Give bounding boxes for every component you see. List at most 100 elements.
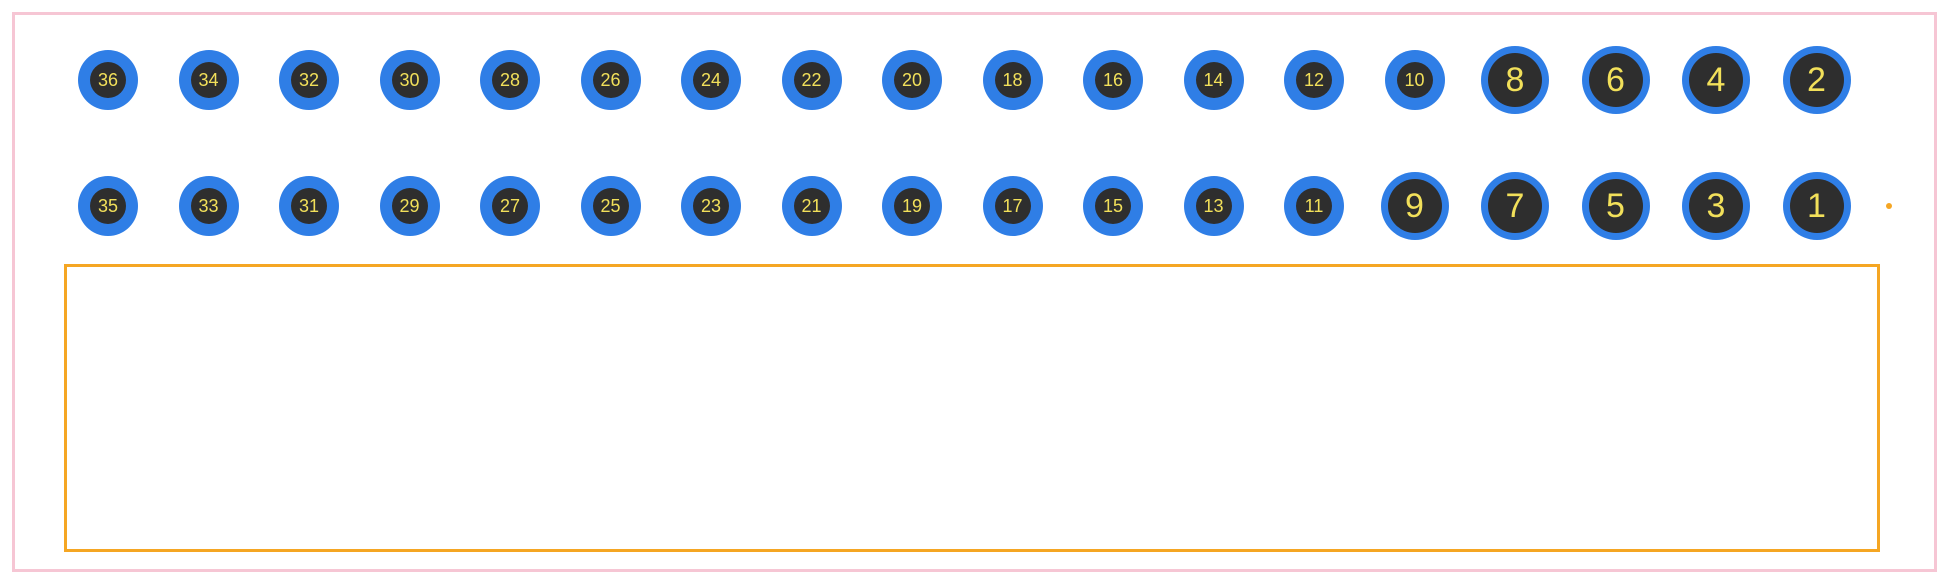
pin-28-label: 28 xyxy=(500,70,520,91)
pin-31-pad: 31 xyxy=(291,188,327,224)
pin-17-pad: 17 xyxy=(995,188,1031,224)
pin-9-label: 9 xyxy=(1405,187,1424,226)
pin-24-label: 24 xyxy=(701,70,721,91)
pin-30: 30 xyxy=(380,50,440,110)
pin-33-pad: 33 xyxy=(191,188,227,224)
pin-35-label: 35 xyxy=(98,196,118,217)
pin-8-label: 8 xyxy=(1506,61,1525,100)
pin-26-pad: 26 xyxy=(593,62,629,98)
pin-23-pad: 23 xyxy=(693,188,729,224)
pin-10: 10 xyxy=(1385,50,1445,110)
pin-32: 32 xyxy=(279,50,339,110)
pin-6: 6 xyxy=(1582,46,1650,114)
pin-1-pad: 1 xyxy=(1790,179,1844,233)
pin-29-label: 29 xyxy=(399,196,419,217)
pin-12-label: 12 xyxy=(1304,70,1324,91)
pin-14: 14 xyxy=(1184,50,1244,110)
pin-11-pad: 11 xyxy=(1296,188,1332,224)
pin-13-pad: 13 xyxy=(1196,188,1232,224)
pin-8-pad: 8 xyxy=(1488,53,1542,107)
pin-23-label: 23 xyxy=(701,196,721,217)
pin-21-label: 21 xyxy=(801,196,821,217)
pin-6-label: 6 xyxy=(1606,61,1625,100)
pin-30-label: 30 xyxy=(399,70,419,91)
pin-30-pad: 30 xyxy=(392,62,428,98)
pin-20-pad: 20 xyxy=(894,62,930,98)
pin-34: 34 xyxy=(179,50,239,110)
pin-21-pad: 21 xyxy=(794,188,830,224)
pin-31: 31 xyxy=(279,176,339,236)
pin-26: 26 xyxy=(581,50,641,110)
pin-25-label: 25 xyxy=(600,196,620,217)
pin-9: 9 xyxy=(1381,172,1449,240)
pin-25: 25 xyxy=(581,176,641,236)
pin-22-label: 22 xyxy=(801,70,821,91)
pin-12-pad: 12 xyxy=(1296,62,1332,98)
pin-28-pad: 28 xyxy=(492,62,528,98)
pin-9-pad: 9 xyxy=(1388,179,1442,233)
pin-2-label: 2 xyxy=(1807,61,1826,100)
pin-19-pad: 19 xyxy=(894,188,930,224)
pin-15-label: 15 xyxy=(1103,196,1123,217)
pin-19-label: 19 xyxy=(902,196,922,217)
pin-18-label: 18 xyxy=(1002,70,1022,91)
pin-11: 11 xyxy=(1284,176,1344,236)
pin-4: 4 xyxy=(1682,46,1750,114)
pin-16-pad: 16 xyxy=(1095,62,1131,98)
pin-5-pad: 5 xyxy=(1589,179,1643,233)
pin-16-label: 16 xyxy=(1103,70,1123,91)
pin-1-label: 1 xyxy=(1807,187,1826,226)
pin-28: 28 xyxy=(480,50,540,110)
pin-22: 22 xyxy=(782,50,842,110)
pin-32-label: 32 xyxy=(299,70,319,91)
pin-11-label: 11 xyxy=(1305,196,1324,217)
pin-15-pad: 15 xyxy=(1095,188,1131,224)
pin-17: 17 xyxy=(983,176,1043,236)
pin-20: 20 xyxy=(882,50,942,110)
pin-21: 21 xyxy=(782,176,842,236)
pin-23: 23 xyxy=(681,176,741,236)
pin-24: 24 xyxy=(681,50,741,110)
pin-10-pad: 10 xyxy=(1397,62,1433,98)
pin-29: 29 xyxy=(380,176,440,236)
pin-25-pad: 25 xyxy=(593,188,629,224)
pin-34-pad: 34 xyxy=(191,62,227,98)
pin-6-pad: 6 xyxy=(1589,53,1643,107)
pin-1: 1 xyxy=(1783,172,1851,240)
pin-33: 33 xyxy=(179,176,239,236)
pin-18-pad: 18 xyxy=(995,62,1031,98)
pin-8: 8 xyxy=(1481,46,1549,114)
pin-12: 12 xyxy=(1284,50,1344,110)
pin-7: 7 xyxy=(1481,172,1549,240)
pin-5-label: 5 xyxy=(1606,187,1625,226)
pin-19: 19 xyxy=(882,176,942,236)
pin-13-label: 13 xyxy=(1203,196,1223,217)
pin-36-label: 36 xyxy=(98,70,118,91)
pin-16: 16 xyxy=(1083,50,1143,110)
pin-4-pad: 4 xyxy=(1689,53,1743,107)
pin-5: 5 xyxy=(1582,172,1650,240)
pin-32-pad: 32 xyxy=(291,62,327,98)
pin-27-label: 27 xyxy=(500,196,520,217)
pin-34-label: 34 xyxy=(198,70,218,91)
pin-27-pad: 27 xyxy=(492,188,528,224)
pin-33-label: 33 xyxy=(198,196,218,217)
component-outline xyxy=(64,264,1880,552)
pin-4-label: 4 xyxy=(1707,61,1726,100)
pin-15: 15 xyxy=(1083,176,1143,236)
pin-3: 3 xyxy=(1682,172,1750,240)
pin-2: 2 xyxy=(1783,46,1851,114)
pin-3-pad: 3 xyxy=(1689,179,1743,233)
pin1-marker-dot xyxy=(1886,203,1892,209)
pin-35: 35 xyxy=(78,176,138,236)
pin-36: 36 xyxy=(78,50,138,110)
pin-7-pad: 7 xyxy=(1488,179,1542,233)
pin-10-label: 10 xyxy=(1404,70,1424,91)
pin-29-pad: 29 xyxy=(392,188,428,224)
pin-18: 18 xyxy=(983,50,1043,110)
pin-17-label: 17 xyxy=(1002,196,1022,217)
pin-14-pad: 14 xyxy=(1196,62,1232,98)
pin-7-label: 7 xyxy=(1506,187,1525,226)
pin-2-pad: 2 xyxy=(1790,53,1844,107)
pin-13: 13 xyxy=(1184,176,1244,236)
